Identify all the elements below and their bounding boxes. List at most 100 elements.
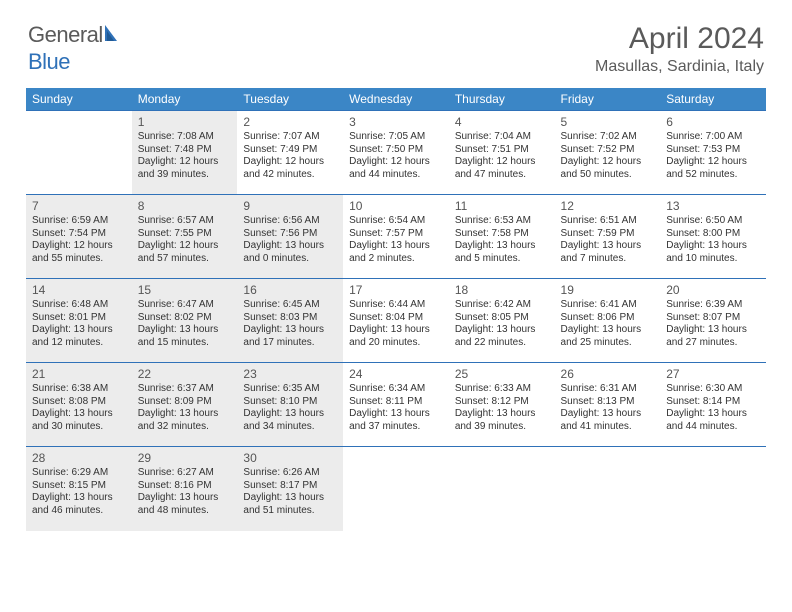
sunrise-line: Sunrise: 6:39 AM: [666, 299, 760, 312]
day-cell: 13 Sunrise: 6:50 AMSunset: 8:00 PMDayligh…: [660, 195, 766, 279]
day-number: 29: [138, 451, 232, 465]
sunset-line: Sunset: 7:55 PM: [138, 228, 232, 241]
day-number: 21: [32, 367, 126, 381]
day-cell: 29Sunrise: 6:27 AMSunset: 8:16 PMDayligh…: [132, 447, 238, 531]
sunrise-line: Sunrise: 6:34 AM: [349, 383, 443, 396]
day-cell: 7 Sunrise: 6:59 AMSunset: 7:54 PMDaylight…: [26, 195, 132, 279]
day-number: 13: [666, 199, 760, 213]
sunset-line: Sunset: 7:58 PM: [455, 228, 549, 241]
day-number: 7: [32, 199, 126, 213]
day-info: Sunrise: 6:26 AMSunset: 8:17 PMDaylight:…: [243, 467, 337, 517]
dow-cell: Thursday: [449, 88, 555, 111]
sunrise-line: Sunrise: 6:37 AM: [138, 383, 232, 396]
day-cell: 1 Sunrise: 7:08 AMSunset: 7:48 PMDaylight…: [132, 111, 238, 195]
day-cell-empty: [660, 447, 766, 531]
sunrise-line: Sunrise: 6:41 AM: [561, 299, 655, 312]
month-title: April 2024: [595, 22, 764, 56]
day-info: Sunrise: 7:00 AMSunset: 7:53 PMDaylight:…: [666, 131, 760, 181]
day-cell: 22Sunrise: 6:37 AMSunset: 8:09 PMDayligh…: [132, 363, 238, 447]
day-info: Sunrise: 6:34 AMSunset: 8:11 PMDaylight:…: [349, 383, 443, 433]
sunrise-line: Sunrise: 7:05 AM: [349, 131, 443, 144]
daylight-line: Daylight: 12 hours and 39 minutes.: [138, 156, 232, 181]
day-cell: 4Sunrise: 7:04 AMSunset: 7:51 PMDaylight…: [449, 111, 555, 195]
daylight-line: Daylight: 13 hours and 34 minutes.: [243, 408, 337, 433]
day-cell-empty: [449, 447, 555, 531]
dow-cell: Monday: [132, 88, 238, 111]
sunrise-line: Sunrise: 6:57 AM: [138, 215, 232, 228]
brand-part2: Blue: [28, 49, 70, 74]
sunset-line: Sunset: 8:13 PM: [561, 396, 655, 409]
daylight-line: Daylight: 12 hours and 57 minutes.: [138, 240, 232, 265]
sunset-line: Sunset: 7:48 PM: [138, 144, 232, 157]
sunrise-line: Sunrise: 7:02 AM: [561, 131, 655, 144]
sunset-line: Sunset: 8:05 PM: [455, 312, 549, 325]
brand-part1: General: [28, 22, 103, 47]
day-cell-empty: [343, 447, 449, 531]
sunset-line: Sunset: 8:10 PM: [243, 396, 337, 409]
day-cell: 15Sunrise: 6:47 AMSunset: 8:02 PMDayligh…: [132, 279, 238, 363]
day-cell: 12Sunrise: 6:51 AMSunset: 7:59 PMDayligh…: [555, 195, 661, 279]
daylight-line: Daylight: 13 hours and 0 minutes.: [243, 240, 337, 265]
week-row: 21Sunrise: 6:38 AMSunset: 8:08 PMDayligh…: [26, 363, 766, 447]
dow-row: SundayMondayTuesdayWednesdayThursdayFrid…: [26, 88, 766, 111]
day-info: Sunrise: 6:50 AMSunset: 8:00 PMDaylight:…: [666, 215, 760, 265]
sunrise-line: Sunrise: 6:33 AM: [455, 383, 549, 396]
daylight-line: Daylight: 12 hours and 42 minutes.: [243, 156, 337, 181]
location-text: Masullas, Sardinia, Italy: [595, 58, 764, 76]
daylight-line: Daylight: 12 hours and 44 minutes.: [349, 156, 443, 181]
day-number: 19: [561, 283, 655, 297]
day-number: 9: [243, 199, 337, 213]
day-number: 28: [32, 451, 126, 465]
day-number: 1: [138, 115, 232, 129]
day-number: 24: [349, 367, 443, 381]
day-info: Sunrise: 7:07 AMSunset: 7:49 PMDaylight:…: [243, 131, 337, 181]
day-info: Sunrise: 6:38 AMSunset: 8:08 PMDaylight:…: [32, 383, 126, 433]
day-number: 15: [138, 283, 232, 297]
sunset-line: Sunset: 8:07 PM: [666, 312, 760, 325]
sunset-line: Sunset: 8:04 PM: [349, 312, 443, 325]
day-info: Sunrise: 6:53 AMSunset: 7:58 PMDaylight:…: [455, 215, 549, 265]
day-info: Sunrise: 6:44 AMSunset: 8:04 PMDaylight:…: [349, 299, 443, 349]
sunset-line: Sunset: 8:08 PM: [32, 396, 126, 409]
day-cell: 27Sunrise: 6:30 AMSunset: 8:14 PMDayligh…: [660, 363, 766, 447]
day-cell: 14Sunrise: 6:48 AMSunset: 8:01 PMDayligh…: [26, 279, 132, 363]
sunset-line: Sunset: 8:17 PM: [243, 480, 337, 493]
day-info: Sunrise: 6:51 AMSunset: 7:59 PMDaylight:…: [561, 215, 655, 265]
dow-cell: Saturday: [660, 88, 766, 111]
day-info: Sunrise: 7:02 AMSunset: 7:52 PMDaylight:…: [561, 131, 655, 181]
daylight-line: Daylight: 13 hours and 27 minutes.: [666, 324, 760, 349]
day-info: Sunrise: 7:05 AMSunset: 7:50 PMDaylight:…: [349, 131, 443, 181]
sunset-line: Sunset: 7:50 PM: [349, 144, 443, 157]
day-number: 6: [666, 115, 760, 129]
day-info: Sunrise: 6:39 AMSunset: 8:07 PMDaylight:…: [666, 299, 760, 349]
daylight-line: Daylight: 13 hours and 32 minutes.: [138, 408, 232, 433]
sunset-line: Sunset: 7:59 PM: [561, 228, 655, 241]
day-cell-empty: [555, 447, 661, 531]
title-block: April 2024 Masullas, Sardinia, Italy: [595, 22, 764, 76]
dow-cell: Tuesday: [237, 88, 343, 111]
day-cell: 11 Sunrise: 6:53 AMSunset: 7:58 PMDayligh…: [449, 195, 555, 279]
day-cell: 5Sunrise: 7:02 AMSunset: 7:52 PMDaylight…: [555, 111, 661, 195]
daylight-line: Daylight: 13 hours and 46 minutes.: [32, 492, 126, 517]
day-cell: 17Sunrise: 6:44 AMSunset: 8:04 PMDayligh…: [343, 279, 449, 363]
week-row: 7 Sunrise: 6:59 AMSunset: 7:54 PMDaylight…: [26, 195, 766, 279]
day-number: 11: [455, 199, 549, 213]
week-row: 14Sunrise: 6:48 AMSunset: 8:01 PMDayligh…: [26, 279, 766, 363]
sunset-line: Sunset: 7:53 PM: [666, 144, 760, 157]
sunrise-line: Sunrise: 6:38 AM: [32, 383, 126, 396]
daylight-line: Daylight: 13 hours and 12 minutes.: [32, 324, 126, 349]
daylight-line: Daylight: 13 hours and 15 minutes.: [138, 324, 232, 349]
brand-text: General Blue: [28, 22, 125, 75]
day-cell: 10Sunrise: 6:54 AMSunset: 7:57 PMDayligh…: [343, 195, 449, 279]
sunset-line: Sunset: 7:54 PM: [32, 228, 126, 241]
day-info: Sunrise: 6:45 AMSunset: 8:03 PMDaylight:…: [243, 299, 337, 349]
sunrise-line: Sunrise: 6:48 AM: [32, 299, 126, 312]
sunrise-line: Sunrise: 7:08 AM: [138, 131, 232, 144]
day-cell: 19Sunrise: 6:41 AMSunset: 8:06 PMDayligh…: [555, 279, 661, 363]
day-info: Sunrise: 6:37 AMSunset: 8:09 PMDaylight:…: [138, 383, 232, 433]
sunrise-line: Sunrise: 6:27 AM: [138, 467, 232, 480]
daylight-line: Daylight: 13 hours and 22 minutes.: [455, 324, 549, 349]
week-row: 28Sunrise: 6:29 AMSunset: 8:15 PMDayligh…: [26, 447, 766, 531]
day-info: Sunrise: 6:59 AMSunset: 7:54 PMDaylight:…: [32, 215, 126, 265]
day-cell: 21 Sunrise: 6:38 AMSunset: 8:08 PMDayligh…: [26, 363, 132, 447]
